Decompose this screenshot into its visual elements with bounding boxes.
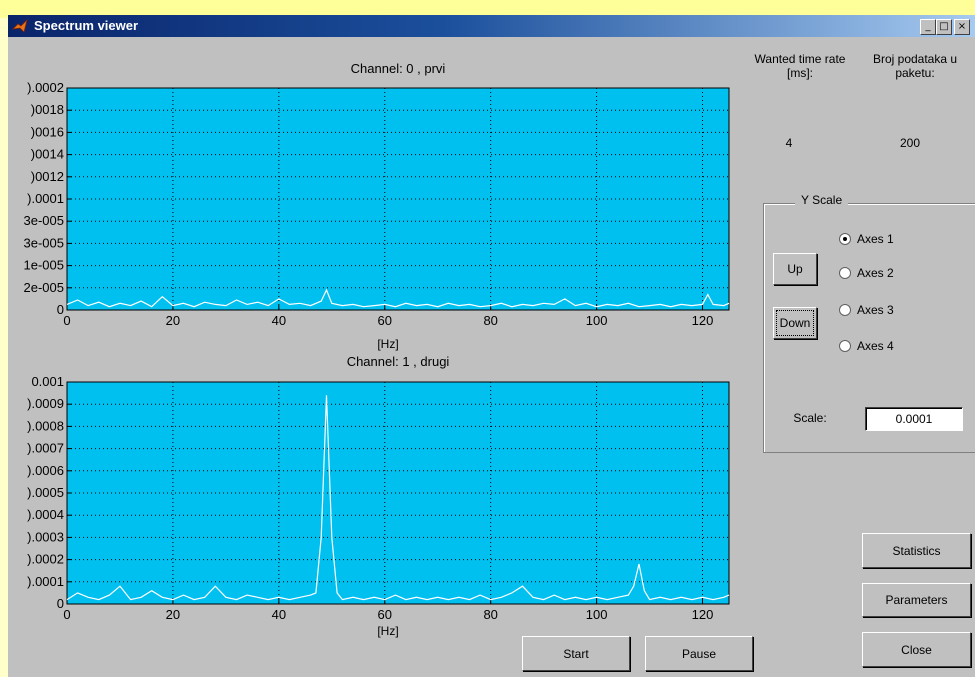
bottom-y-tick-label: ).0001 — [27, 574, 64, 589]
top-y-tick-label: )0012 — [31, 169, 64, 184]
scale-label: Scale: — [793, 411, 827, 425]
axes-3-radio[interactable]: Axes 3 — [839, 303, 894, 317]
down-button[interactable]: Down — [773, 307, 817, 339]
top-x-tick-label: 20 — [166, 313, 180, 328]
minimize-button[interactable]: _ — [920, 19, 936, 35]
top-x-tick-label: 120 — [692, 313, 714, 328]
top-chart: 0 20 40 60 80 100 120 ).0002 )0018 )0016 )0014 )001… — [24, 80, 730, 328]
top-y-tick-label: )0014 — [31, 147, 64, 162]
top-y-tick-label: 3e-005 — [24, 213, 64, 228]
top-y-tick-label: 1e-005 — [24, 258, 64, 273]
top-x-tick-label: 100 — [586, 313, 608, 328]
bottom-y-tick-label: 0 — [57, 596, 64, 611]
maximize-button[interactable]: □ — [936, 19, 952, 35]
top-y-tick-label: )0018 — [31, 102, 64, 117]
bottom-plot-area — [66, 381, 730, 605]
up-button[interactable]: Up — [773, 253, 817, 285]
axes-2-radio[interactable]: Axes 2 — [839, 266, 894, 280]
top-spectrum-line — [66, 288, 730, 308]
top-x-tick-label: 0 — [63, 313, 70, 328]
top-x-tick-label: 40 — [272, 313, 286, 328]
statistics-button[interactable]: Statistics — [862, 533, 971, 568]
radio-empty-icon — [839, 340, 851, 352]
top-y-tick-label: 0 — [57, 302, 64, 317]
bottom-spectrum-line — [66, 395, 730, 601]
bottom-x-tick-label: 80 — [483, 607, 497, 622]
bottom-chart-title: Channel: 1 , drugi — [346, 354, 450, 369]
top-chart-title: Channel: 0 , prvi — [350, 61, 446, 76]
bottom-chart: 0 20 40 60 80 100 120 0.001 ).0009 ).0008 ).0007).… — [27, 374, 730, 622]
bottom-y-tick-label: ).0007 — [27, 441, 64, 456]
bottom-x-tick-label: 60 — [378, 607, 392, 622]
top-y-tick-label: )0016 — [31, 124, 64, 139]
top-x-tick-label: 80 — [483, 313, 497, 328]
axes-4-radio[interactable]: Axes 4 — [839, 339, 894, 353]
desktop-background — [0, 0, 975, 18]
bottom-y-tick-label: ).0009 — [27, 396, 64, 411]
top-y-tick-label: 2e-005 — [24, 280, 64, 295]
top-x-tick-label: 60 — [378, 313, 392, 328]
top-chart-xlabel: [Hz] — [377, 337, 399, 351]
bottom-x-tick-label: 100 — [586, 607, 608, 622]
top-y-tick-label: ).0001 — [27, 191, 64, 206]
radio-selected-icon — [839, 233, 851, 245]
top-y-tick-label: 3e-005 — [24, 235, 64, 250]
bottom-x-tick-label: 0 — [63, 607, 70, 622]
top-plot-area — [66, 87, 730, 311]
radio-empty-icon — [839, 304, 851, 316]
bottom-x-tick-label: 120 — [692, 607, 714, 622]
top-y-tick-label: ).0002 — [27, 80, 64, 95]
bottom-x-tick-label: 40 — [272, 607, 286, 622]
packet-size-value: 200 — [899, 136, 921, 150]
window-title: Spectrum viewer — [34, 18, 139, 33]
time-rate-label: Wanted time rate [ms]: — [754, 52, 846, 80]
bottom-y-tick-label: ).0008 — [27, 418, 64, 433]
bottom-y-tick-label: ).0005 — [27, 485, 64, 500]
bottom-y-tick-label: ).0003 — [27, 529, 64, 544]
spectrum-viewer-window: Spectrum viewer _ □ × Channel: 0 , prvi … — [8, 15, 975, 677]
parameters-button[interactable]: Parameters — [862, 583, 971, 617]
close-button[interactable]: Close — [862, 632, 971, 667]
pause-button[interactable]: Pause — [645, 636, 753, 671]
bottom-y-tick-label: ).0002 — [27, 552, 64, 567]
scale-input[interactable]: 0.0001 — [865, 407, 963, 431]
radio-empty-icon — [839, 267, 851, 279]
bottom-x-tick-label: 20 — [166, 607, 180, 622]
time-rate-value: 4 — [785, 136, 793, 150]
packet-size-label: Broj podataka u paketu: — [872, 52, 958, 80]
bottom-chart-xlabel: [Hz] — [377, 624, 399, 638]
bottom-y-tick-label: 0.001 — [31, 374, 64, 389]
title-bar[interactable]: Spectrum viewer _ □ × — [8, 15, 975, 37]
bottom-y-tick-label: ).0004 — [27, 507, 64, 522]
axes-1-radio[interactable]: Axes 1 — [839, 232, 894, 246]
y-scale-group — [763, 203, 975, 453]
close-window-button[interactable]: × — [954, 19, 970, 35]
start-button[interactable]: Start — [522, 636, 630, 671]
bottom-y-tick-label: ).0006 — [27, 463, 64, 478]
matlab-logo-icon — [12, 18, 28, 33]
y-scale-title: Y Scale — [795, 193, 849, 207]
